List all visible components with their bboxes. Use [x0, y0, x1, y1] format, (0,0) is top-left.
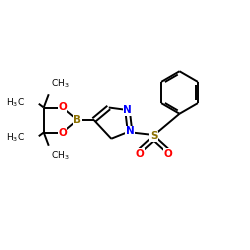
Text: H$_3$C: H$_3$C: [6, 96, 25, 109]
Text: B: B: [74, 115, 82, 125]
Text: CH$_3$: CH$_3$: [51, 78, 69, 90]
Text: N: N: [126, 126, 134, 136]
Text: H$_3$C: H$_3$C: [6, 131, 25, 144]
Text: CH$_3$: CH$_3$: [51, 150, 69, 162]
Text: S: S: [150, 131, 158, 141]
Text: O: O: [136, 149, 144, 159]
Text: N: N: [123, 105, 132, 115]
Text: O: O: [58, 102, 67, 113]
Text: O: O: [163, 149, 172, 159]
Text: O: O: [58, 128, 67, 138]
